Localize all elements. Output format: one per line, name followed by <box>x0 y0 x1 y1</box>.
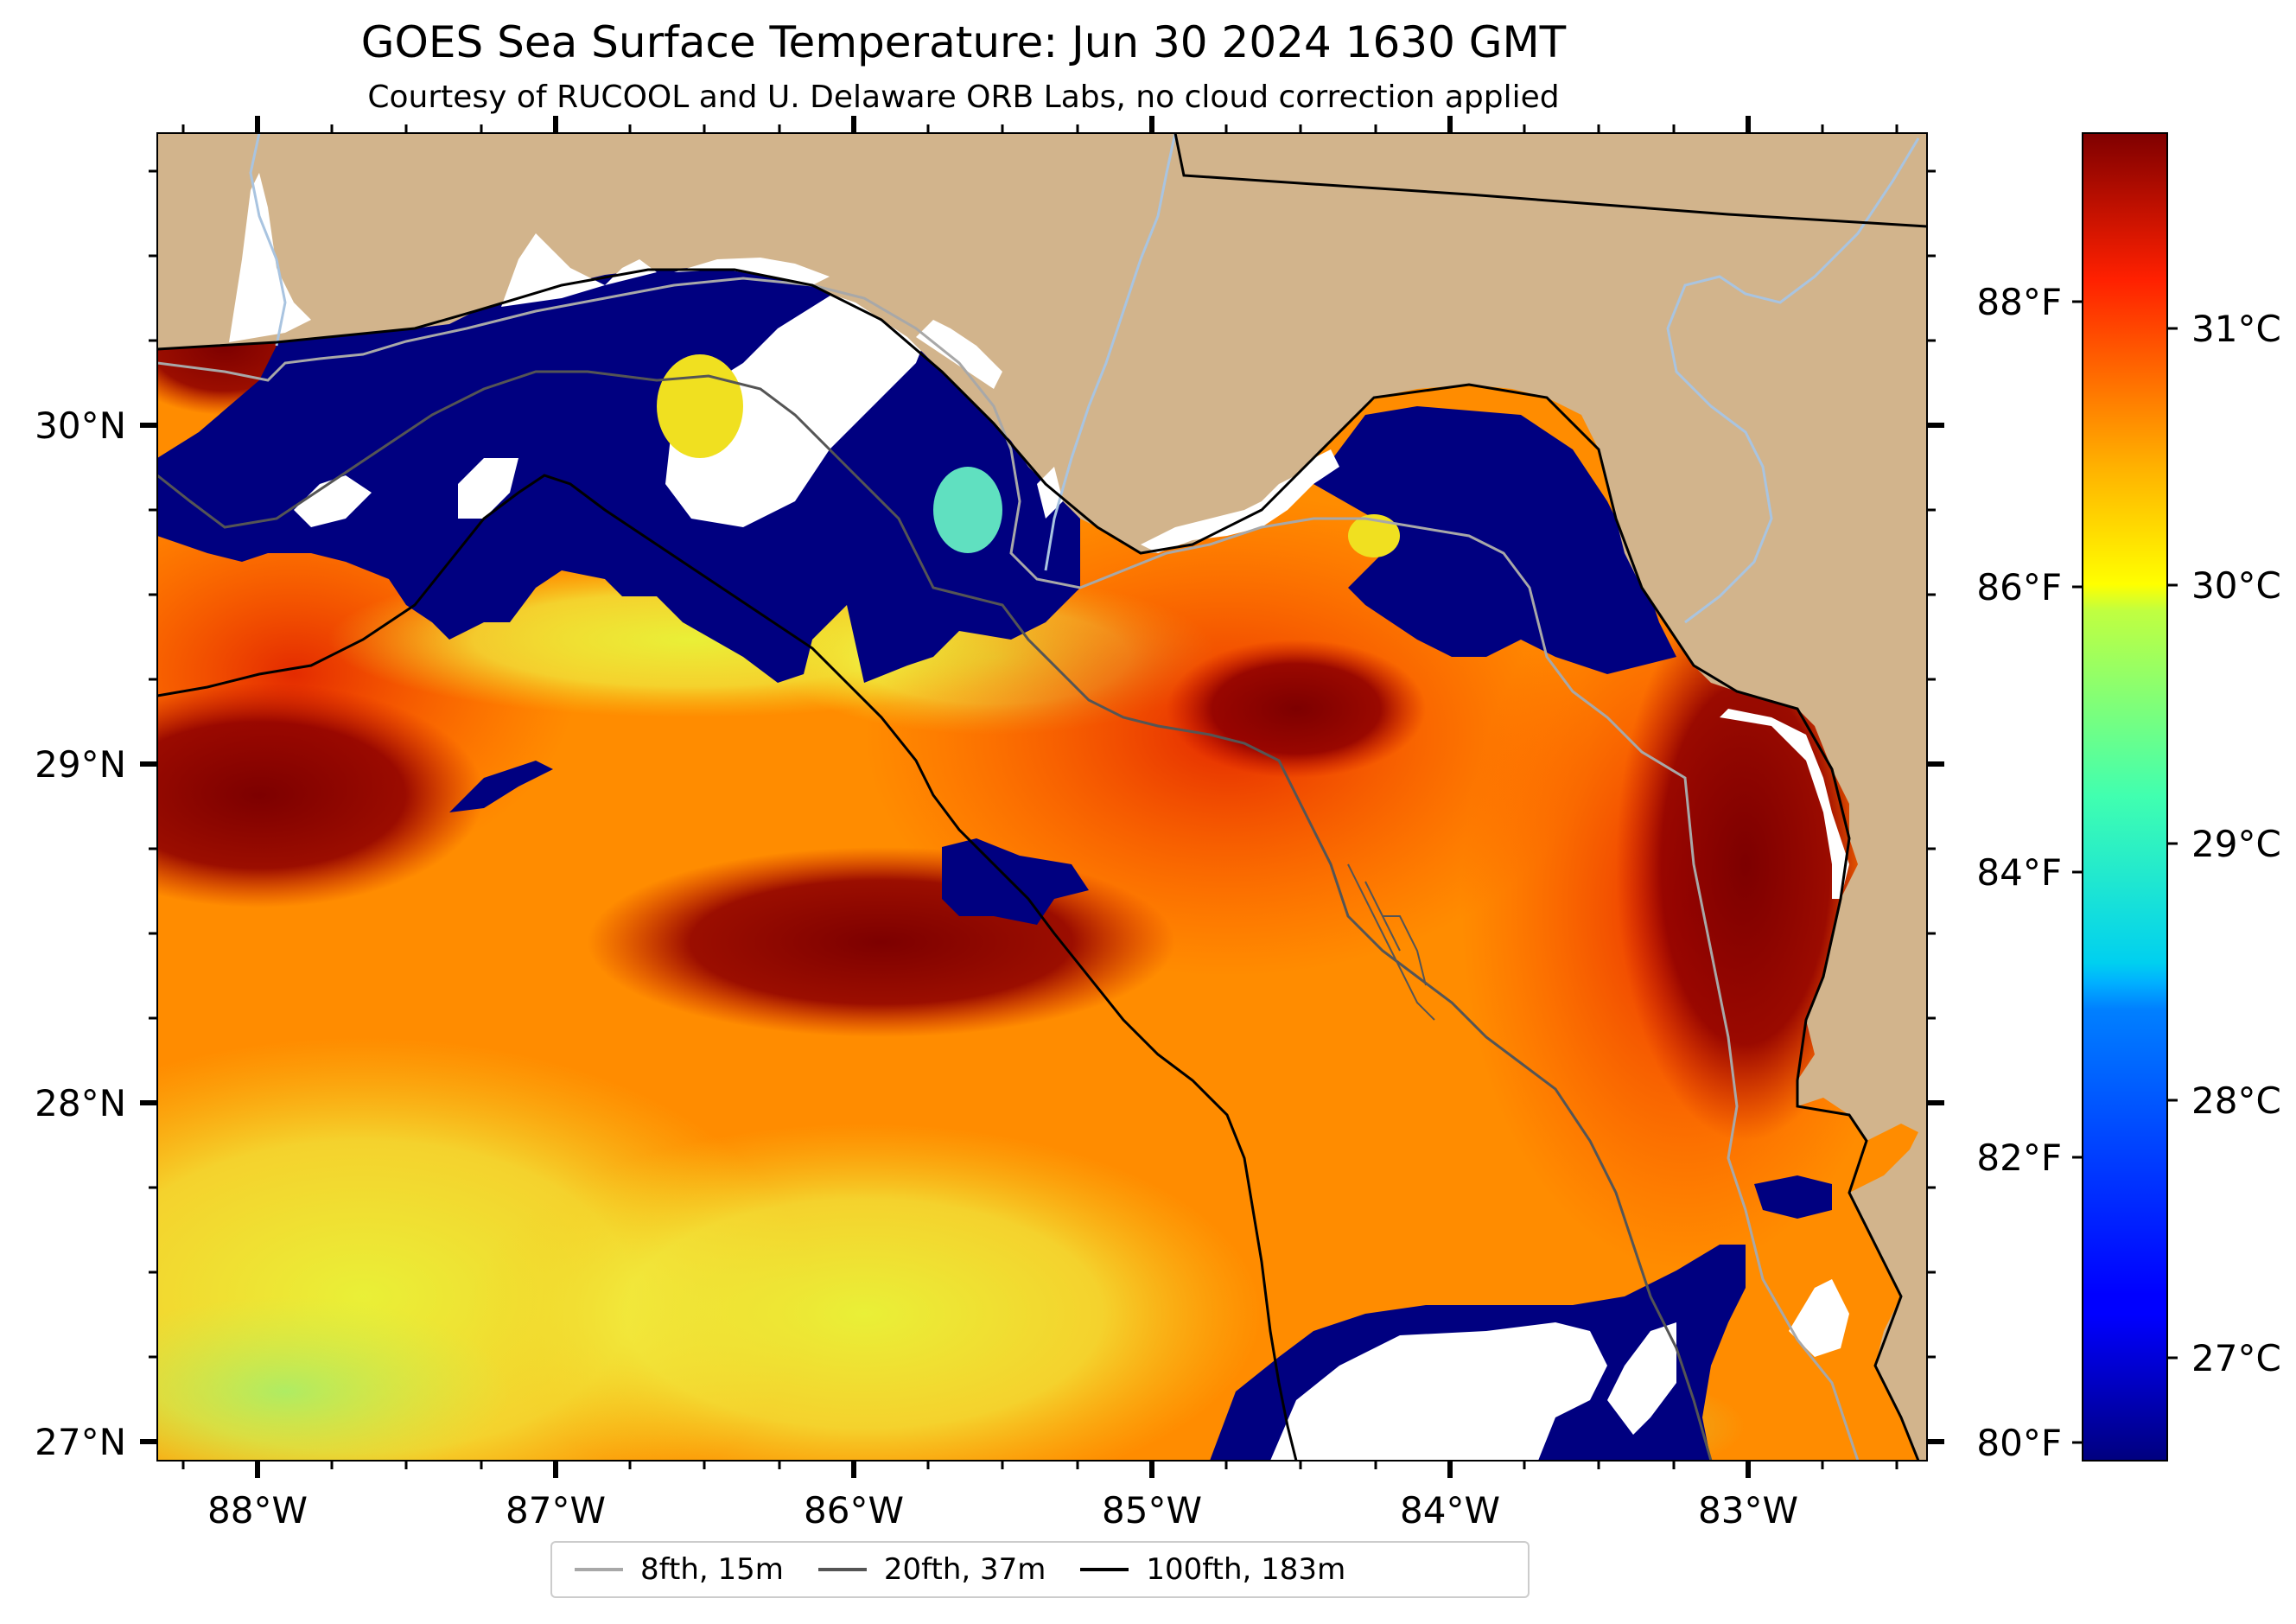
colorbar <box>2082 132 2168 1462</box>
coastline <box>157 268 1920 1461</box>
sst-blob-3 <box>1348 514 1400 557</box>
river-apalachicola <box>1044 133 1177 571</box>
map-subtitle: Courtesy of RUCOOL and U. Delaware ORB L… <box>367 80 1560 115</box>
nodata-bay-3 <box>674 258 830 285</box>
sst-hot-east <box>1616 588 1875 1141</box>
sst-cool-south <box>467 1124 1262 1461</box>
isobath-20fth-islands <box>1347 863 1435 1021</box>
lon-label-87w: 87°W <box>506 1489 606 1532</box>
colorbar-label-27c: 27°C <box>2191 1337 2281 1379</box>
nodata-bay-4 <box>916 320 1002 389</box>
map-frame <box>156 132 1928 1462</box>
legend-label-8fth: 8fth, 15m <box>640 1552 784 1587</box>
sst-green-patch <box>157 1296 510 1461</box>
nodata-se <box>1789 1279 1849 1357</box>
lon-label-83w: 83°W <box>1698 1489 1798 1532</box>
nodata-north-1 <box>665 259 933 527</box>
legend-line-20fth <box>817 1568 867 1571</box>
nodata-coast-east <box>1720 709 1849 899</box>
legend-item-100fth: 100fth, 183m <box>1080 1552 1345 1587</box>
colorbar-label-84f: 84°F <box>1976 851 2062 894</box>
river-suwannee <box>1666 137 1920 624</box>
lon-label-85w: 85°W <box>1102 1489 1202 1532</box>
river-west <box>249 133 287 347</box>
isobath-legend: 8fth, 15m 20fth, 37m 100fth, 183m <box>550 1541 1530 1598</box>
nodata-south <box>1270 1322 1607 1461</box>
lat-label-29n: 29°N <box>35 743 126 786</box>
lon-label-86w: 86°W <box>804 1489 904 1532</box>
colorbar-label-31c: 31°C <box>2191 308 2281 350</box>
legend-line-100fth <box>1080 1568 1129 1571</box>
lon-major-ticks <box>255 116 1751 1478</box>
colorbar-ticks-right <box>2167 327 2178 1360</box>
colorbar-label-28c: 28°C <box>2191 1079 2281 1122</box>
lat-label-27n: 27°N <box>35 1421 126 1463</box>
isobath-100fth <box>157 474 1298 1461</box>
cloud-mask-bigbend <box>1313 406 1676 674</box>
legend-label-20fth: 20fth, 37m <box>883 1552 1046 1587</box>
legend-item-8fth: 8fth, 15m <box>575 1552 784 1587</box>
nodata-north-3 <box>294 475 372 527</box>
lat-label-28n: 28°N <box>35 1082 126 1124</box>
lat-major-ticks <box>140 423 1944 1444</box>
map-title: GOES Sea Surface Temperature: Jun 30 202… <box>360 17 1567 67</box>
legend-label-100fth: 100fth, 183m <box>1146 1552 1346 1587</box>
colorbar-label-80f: 80°F <box>1976 1422 2062 1464</box>
nodata-bay-2 <box>501 233 657 307</box>
land <box>157 133 1927 1461</box>
cloud-mask-channel <box>942 838 1089 925</box>
sst-hot-west <box>157 683 484 908</box>
nodata-north-2 <box>458 458 518 519</box>
cloud-mask-streak <box>449 761 553 812</box>
legend-line-8fth <box>575 1568 623 1571</box>
lat-label-30n: 30°N <box>35 404 126 447</box>
colorbar-label-30c: 30°C <box>2191 564 2281 607</box>
nodata-bay-6 <box>1141 449 1339 553</box>
lon-label-84w: 84°W <box>1400 1489 1500 1532</box>
sst-hot-center <box>588 847 1175 1037</box>
legend-item-20fth: 20fth, 37m <box>817 1552 1046 1587</box>
nodata-south-2 <box>1607 1322 1676 1435</box>
colorbar-label-86f: 86°F <box>1976 566 2062 608</box>
isobath-20fth <box>157 370 1713 1461</box>
sst-hot-ne <box>1167 640 1426 778</box>
isobath-8fth <box>157 277 1860 1461</box>
colorbar-label-82f: 82°F <box>1976 1137 2062 1179</box>
nodata-bay-1 <box>229 173 311 342</box>
sst-blob-1 <box>657 354 743 458</box>
colorbar-label-29c: 29°C <box>2191 823 2281 865</box>
colorbar-ticks-left <box>2072 300 2083 1444</box>
sst-blob-2 <box>933 467 1002 553</box>
state-boundary <box>1173 133 1927 228</box>
cloud-mask-se <box>1754 1175 1832 1219</box>
minor-ticks <box>149 124 1936 1469</box>
colorbar-label-88f: 88°F <box>1976 281 2062 323</box>
lon-label-88w: 88°W <box>207 1489 308 1532</box>
